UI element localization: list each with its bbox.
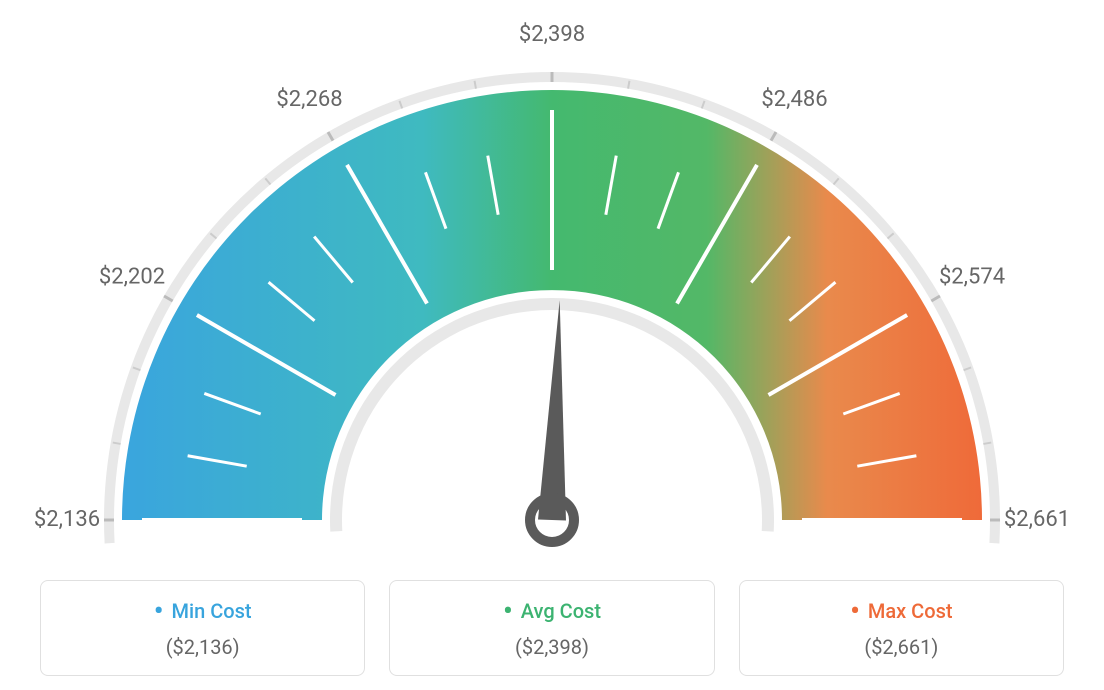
gauge-tick-outer-minor [113,443,121,444]
gauge-tick-outer-minor [475,81,476,89]
gauge-tick-label: $2,661 [1004,507,1070,532]
legend-min-value: ($2,136) [51,635,354,659]
legend-max-label: Max Cost [750,599,1053,623]
gauge-chart: $2,136 $2,202 $2,268 $2,398 $2,486 $2,574 $2,6… [0,0,1104,560]
gauge-tick-label: $2,486 [761,87,827,112]
gauge-tick-outer-minor [983,443,991,444]
gauge-tick-label: $2,574 [939,264,1005,289]
gauge-tick-label: $2,398 [519,22,585,47]
legend-avg-value: ($2,398) [400,635,703,659]
legend-card-min: Min Cost ($2,136) [40,580,365,676]
gauge-svg: $2,136 $2,202 $2,268 $2,398 $2,486 $2,574 $2,6… [0,0,1104,560]
legend-min-label: Min Cost [51,599,354,623]
legend-avg-label: Avg Cost [400,599,703,623]
gauge-needle [538,300,566,520]
legend-card-avg: Avg Cost ($2,398) [389,580,714,676]
gauge-tick-label: $2,268 [276,87,342,112]
gauge-tick-label: $2,136 [34,507,100,532]
gauge-group: $2,136 $2,202 $2,268 $2,398 $2,486 $2,574 $2,6… [34,22,1070,544]
legend-card-max: Max Cost ($2,661) [739,580,1064,676]
gauge-tick-label: $2,202 [99,264,165,289]
gauge-tick-outer-minor [628,81,629,89]
legend-row: Min Cost ($2,136) Avg Cost ($2,398) Max … [0,580,1104,676]
legend-max-value: ($2,661) [750,635,1053,659]
